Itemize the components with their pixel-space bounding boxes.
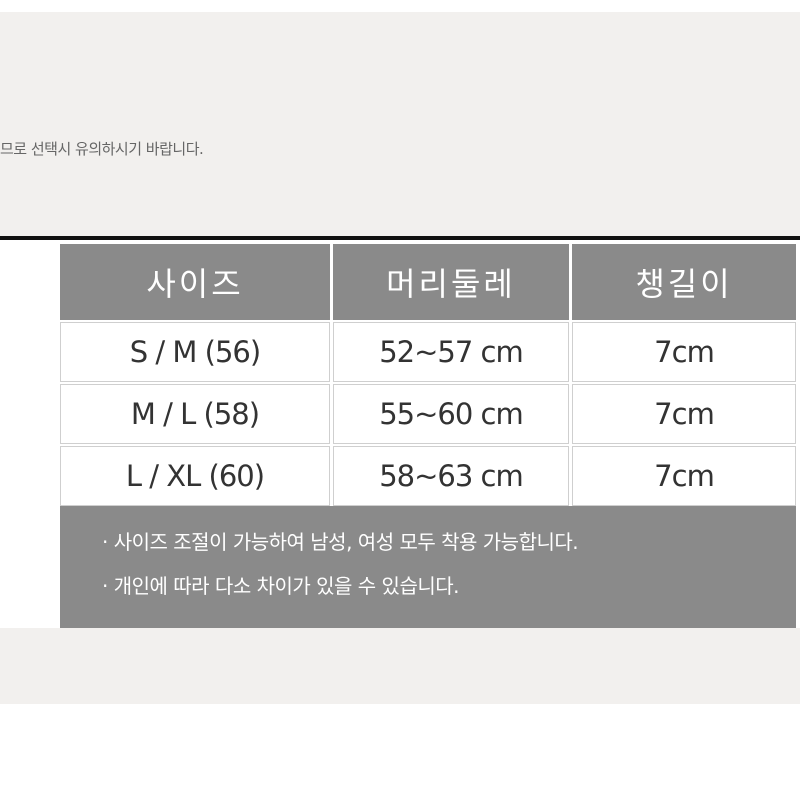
- table-row: L / XL (60) 58~63 cm 7cm: [60, 446, 796, 506]
- cell-head-circumference: 52~57 cm: [333, 322, 569, 382]
- cell-size: L / XL (60): [60, 446, 330, 506]
- cell-size: S / M (56): [60, 322, 330, 382]
- size-table: 사이즈 머리둘레 챙길이 S / M (56) 52~57 cm 7cm M /…: [60, 244, 796, 508]
- top-section: [0, 12, 800, 237]
- header-head-circumference: 머리둘레: [333, 244, 569, 320]
- notes-box: · 사이즈 조절이 가능하여 남성, 여성 모두 착용 가능합니다. · 개인에…: [60, 506, 796, 628]
- cell-head-circumference: 55~60 cm: [333, 384, 569, 444]
- notice-text: 므로 선택시 유의하시기 바랍니다.: [0, 140, 204, 158]
- header-size: 사이즈: [60, 244, 330, 320]
- cell-head-circumference: 58~63 cm: [333, 446, 569, 506]
- cell-brim-length: 7cm: [572, 384, 796, 444]
- table-row: S / M (56) 52~57 cm 7cm: [60, 322, 796, 382]
- cell-brim-length: 7cm: [572, 322, 796, 382]
- table-header: 사이즈 머리둘레 챙길이: [60, 244, 796, 320]
- header-brim-length: 챙길이: [572, 244, 796, 320]
- divider: [0, 236, 800, 240]
- cell-brim-length: 7cm: [572, 446, 796, 506]
- bottom-section: [0, 628, 800, 704]
- note-item: · 사이즈 조절이 가능하여 남성, 여성 모두 착용 가능합니다.: [102, 530, 579, 554]
- table-row: M / L (58) 55~60 cm 7cm: [60, 384, 796, 444]
- cell-size: M / L (58): [60, 384, 330, 444]
- note-item: · 개인에 따라 다소 차이가 있을 수 있습니다.: [102, 574, 460, 598]
